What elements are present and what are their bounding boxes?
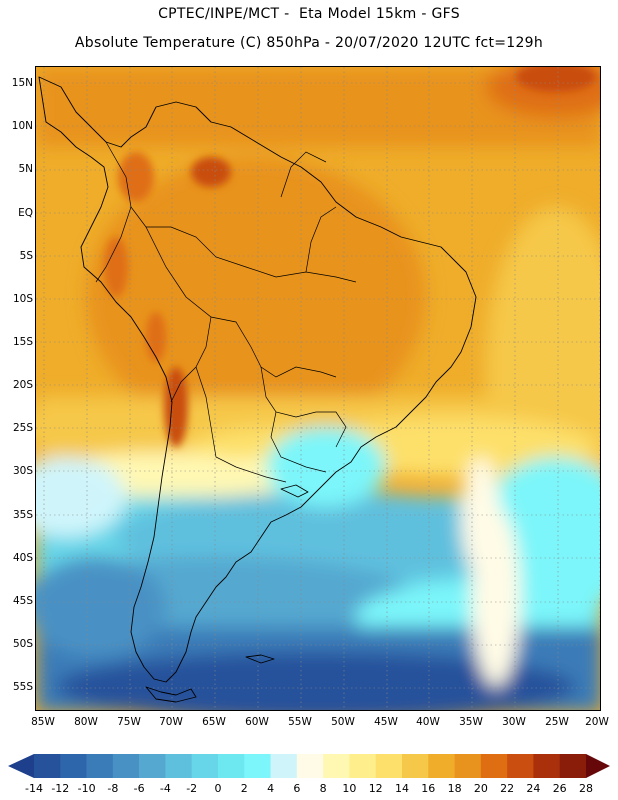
colorbar-tick-label: -12 [51,782,70,795]
colorbar-swatch [60,754,87,778]
colorbar-swatch [559,754,587,778]
lon-label: 40W [416,716,440,728]
coastlines [38,76,477,703]
colorbar-tick-label: 4 [267,782,275,795]
lat-label: 20S [12,379,33,391]
colorbar-swatch [428,754,455,778]
colorbar-tick-label: -8 [107,782,119,795]
country-borders [95,141,357,483]
lon-label: 75W [117,716,141,728]
lon-label: 50W [331,716,355,728]
lat-label: 45S [12,595,33,607]
south-america-coast [38,76,477,683]
colorbar-tick-label: 0 [214,782,222,795]
lon-label: 80W [74,716,98,728]
colorbar-swatch [191,754,219,778]
colorbar-tick-label: 18 [447,782,462,795]
colorbar-swatch [349,754,377,778]
colorbar-tick-label: 26 [552,782,567,795]
colorbar-underflow-triangle [8,754,34,778]
colorbar-swatch [244,754,271,778]
lat-label: 15S [12,336,33,348]
temperature-map [36,67,600,710]
lat-label: 55S [12,681,33,693]
colorbar-swatch [375,754,403,778]
lon-label: 20W [585,716,609,728]
lat-label: 10N [11,120,33,132]
colorbar-tick-label: 14 [395,782,409,795]
lon-label: 65W [202,716,226,728]
lon-label: 55W [288,716,312,728]
colorbar-swatch [112,754,140,778]
colorbar-tick-label: 2 [240,782,248,795]
lat-label: 35S [12,509,33,521]
colorbar-tick-label: 12 [368,782,383,795]
colorbar-swatch [323,754,350,778]
lon-label: 45W [374,716,398,728]
colorbar-overflow-triangle [586,754,610,778]
falklands [245,654,275,664]
map-panel [35,66,601,711]
colorbar [8,754,610,778]
lon-label: 85W [31,716,55,728]
colorbar-tick-label: 28 [579,782,593,795]
lat-label: EQ [18,207,33,219]
colorbar-swatch [480,754,508,778]
lon-label: 35W [459,716,483,728]
colorbar-swatch [454,754,482,778]
colorbar-tick-label: 16 [421,782,436,795]
colorbar-tick-label: 6 [293,782,301,795]
colorbar-tick-label: -6 [133,782,145,795]
colorbar-tick-label: -2 [186,782,198,795]
lat-label: 10S [12,293,33,305]
lat-label: 50S [12,638,33,650]
tierra-del-fuego [145,686,197,703]
lon-label: 70W [159,716,183,728]
lat-label: 30S [12,465,33,477]
colorbar-swatch [402,754,429,778]
colorbar-swatch [34,754,61,778]
colorbar-tick-label: 22 [500,782,515,795]
colorbar-tick-label: 20 [473,782,488,795]
colorbar-swatch [296,754,324,778]
colorbar-swatch [139,754,166,778]
colorbar-swatch [533,754,561,778]
colorbar-swatches [34,754,587,778]
lat-label: 5S [19,250,33,262]
colorbar-tick-label: -4 [159,782,171,795]
lat-label: 5N [18,163,33,175]
colorbar-swatch [165,754,193,778]
colorbar-tick-label: -14 [25,782,43,795]
andes-hotspots [104,67,596,447]
colorbar-swatch [507,754,534,778]
lagoa [280,484,309,498]
colorbar-tick-label: 24 [526,782,541,795]
lat-label: 25S [12,422,33,434]
colorbar-tick-label: 8 [319,782,327,795]
lon-label: 25W [545,716,569,728]
colorbar-tick-label: 10 [342,782,357,795]
lon-label: 30W [502,716,526,728]
lat-label: 40S [12,552,33,564]
lat-label: 15N [11,77,33,89]
colorbar-tick-label: -10 [77,782,96,795]
lon-label: 60W [245,716,269,728]
colorbar-swatch [218,754,245,778]
map-subtitle: Absolute Temperature (C) 850hPa - 20/07/… [74,35,544,51]
map-title: CPTEC/INPE/MCT - Eta Model 15km - GFS [158,6,460,22]
colorbar-swatch [86,754,114,778]
colorbar-swatch [270,754,298,778]
